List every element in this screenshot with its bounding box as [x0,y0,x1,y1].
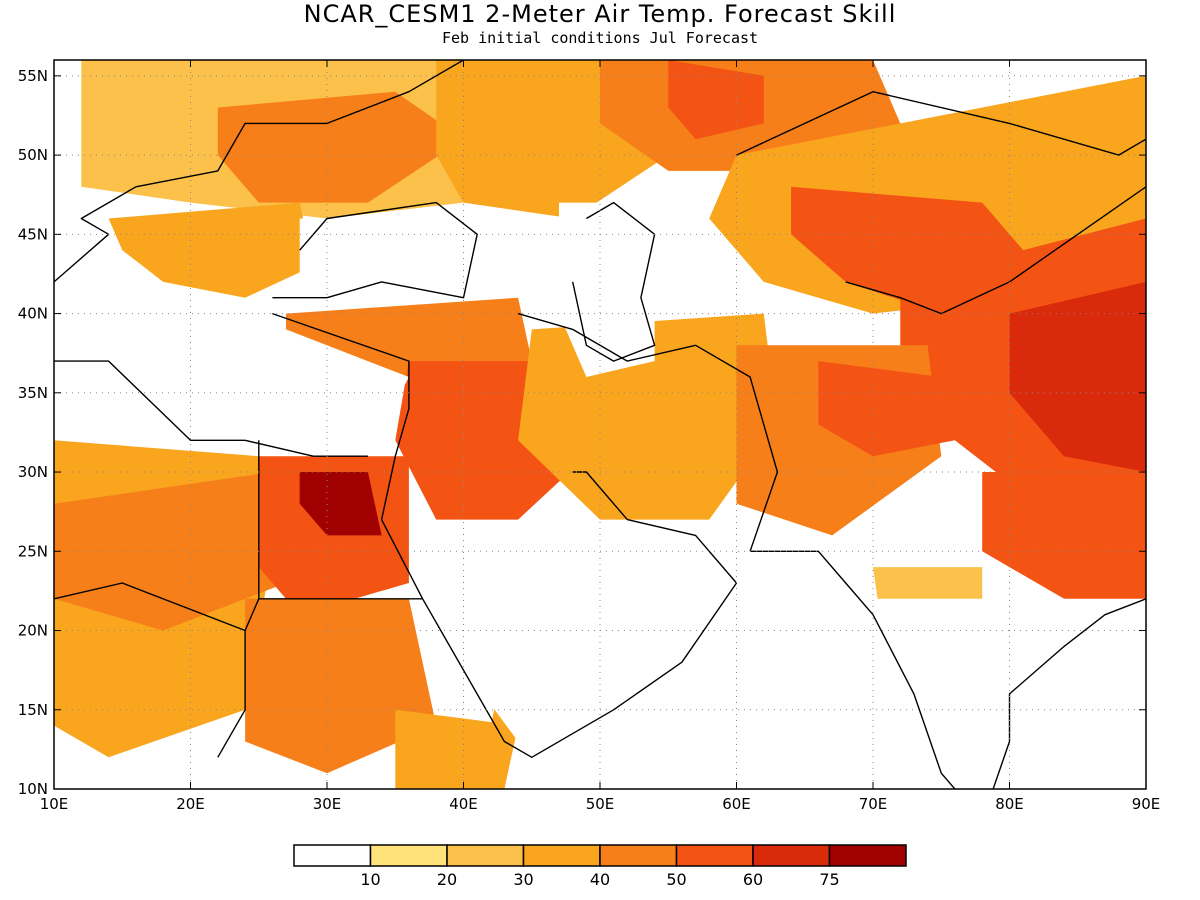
x-tick-label: 80E [995,795,1024,813]
coast-border-line [54,360,368,457]
coast-border-line [54,582,246,632]
skill-region-horn [395,709,519,789]
y-tick-label: 45N [18,225,48,243]
colorbar-swatch [522,844,601,867]
skill-region-pakistan-north [818,361,955,457]
x-tick-label: 70E [859,795,888,813]
blank-area-med [54,313,409,457]
colorbar: 10 20 30 40 50 60 75 [293,844,907,889]
skill-region-balkans [108,202,314,298]
colorbar-swatch [828,844,907,867]
y-tick-label: 40N [18,305,48,323]
coast-border-line [272,201,478,299]
axis-ticks: 10E 20E 30E 40E 50E 60E 70E 80E 90E 10N 15N 20N 25N 3… [18,60,1161,813]
y-tick-label: 15N [18,701,48,719]
skill-region-libya [54,472,286,631]
x-tick-label: 20E [176,795,205,813]
x-tick-label: 10E [40,795,69,813]
colorbar-swatch [369,844,448,867]
blank-area-arabian-sea [531,598,901,789]
skill-region-tibet-core [1009,281,1146,472]
colorbar-label: 50 [666,870,686,889]
coast-border-line [272,312,738,758]
coast-border-line [845,186,1146,315]
coastline-layer [54,60,1146,789]
x-tick-label: 40E [449,795,478,813]
coast-border-line [54,60,464,283]
colorbar-label: 30 [513,870,533,889]
skill-region-kazakh-core [668,60,764,140]
coast-border-line [992,598,1146,789]
colorbar-swatch [446,844,525,867]
coast-border-line [572,201,656,362]
colorbar-swatch [599,844,678,867]
coast-border-line [750,550,956,789]
skill-region-india-north [982,472,1146,615]
map-title: NCAR_CESM1 2-Meter Air Temp. Forecast Sk… [303,0,897,28]
colorbar-label: 75 [819,870,839,889]
colorbar-label: 60 [743,870,763,889]
colorbar-swatch [293,844,372,867]
skill-fill-layer [54,60,1146,789]
skill-region-sudan [245,598,437,774]
x-tick-label: 30E [313,795,342,813]
colorbar-label: 10 [360,870,380,889]
blank-area-black-sea [299,218,478,298]
y-tick-label: 55N [18,67,48,85]
y-tick-label: 35N [18,384,48,402]
colorbar-label: 40 [590,870,610,889]
blank-area-caspian [559,202,655,377]
map-subtitle: Feb initial conditions Jul Forecast [441,29,759,47]
x-tick-label: 90E [1132,795,1161,813]
y-tick-label: 10N [18,780,48,798]
y-tick-label: 50N [18,146,48,164]
graticule-layer [54,60,1146,789]
colorbar-swatch [752,844,831,867]
y-tick-label: 20N [18,622,48,640]
x-tick-label: 60E [722,795,751,813]
colorbar-label: 20 [437,870,457,889]
y-tick-label: 30N [18,463,48,481]
colorbar-swatch [675,844,754,867]
coast-border-line [517,312,779,552]
y-tick-label: 25N [18,542,48,560]
skill-region-europe-central [217,91,464,203]
skill-region-egypt-core [299,472,382,536]
coast-border-line [736,90,1146,156]
x-tick-label: 50E [586,795,615,813]
